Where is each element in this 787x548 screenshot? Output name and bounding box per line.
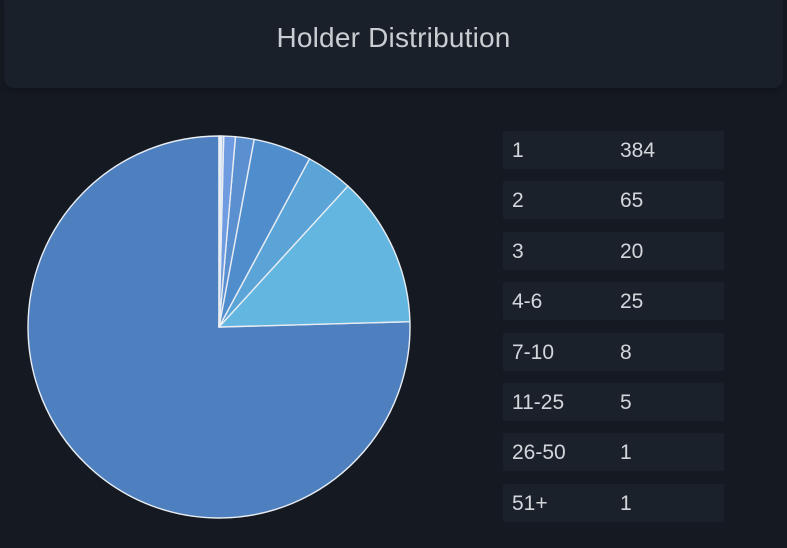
row-label: 26-50 <box>512 441 566 465</box>
table-row: 26-50 1 <box>503 433 724 472</box>
row-label: 4-6 <box>512 290 543 314</box>
table-row: 1 384 <box>503 131 724 169</box>
row-label: 7-10 <box>512 340 555 364</box>
row-value: 25 <box>620 290 644 314</box>
chart-title: Holder Distribution <box>276 22 511 53</box>
table-row: 51+ 1 <box>503 483 724 522</box>
table-row: 2 65 <box>503 181 724 220</box>
table-row: 7-10 8 <box>503 332 724 371</box>
row-value: 65 <box>620 189 644 213</box>
pie-slice-51+ <box>218 135 223 328</box>
holder-table: 1 384 2 65 3 20 4-6 25 7-10 8 11-25 5 26… <box>503 131 724 534</box>
row-label: 3 <box>512 239 524 263</box>
row-value: 20 <box>620 239 644 263</box>
header-bar: Holder Distribution <box>4 0 783 88</box>
row-value: 1 <box>620 491 632 515</box>
row-label: 2 <box>512 189 524 213</box>
row-value: 1 <box>620 441 632 465</box>
row-label: 11-25 <box>512 390 565 414</box>
row-label: 51+ <box>512 491 548 515</box>
pie-slice-2 <box>218 185 411 328</box>
table-row: 11-25 5 <box>503 382 724 421</box>
row-label: 1 <box>512 139 524 162</box>
table-row: 4-6 25 <box>503 282 724 321</box>
row-value: 8 <box>620 340 632 364</box>
row-value: 5 <box>620 390 632 414</box>
pie-chart-area <box>0 100 460 548</box>
table-row: 3 20 <box>503 231 724 270</box>
row-value: 384 <box>620 139 656 162</box>
pie-chart <box>27 135 411 519</box>
